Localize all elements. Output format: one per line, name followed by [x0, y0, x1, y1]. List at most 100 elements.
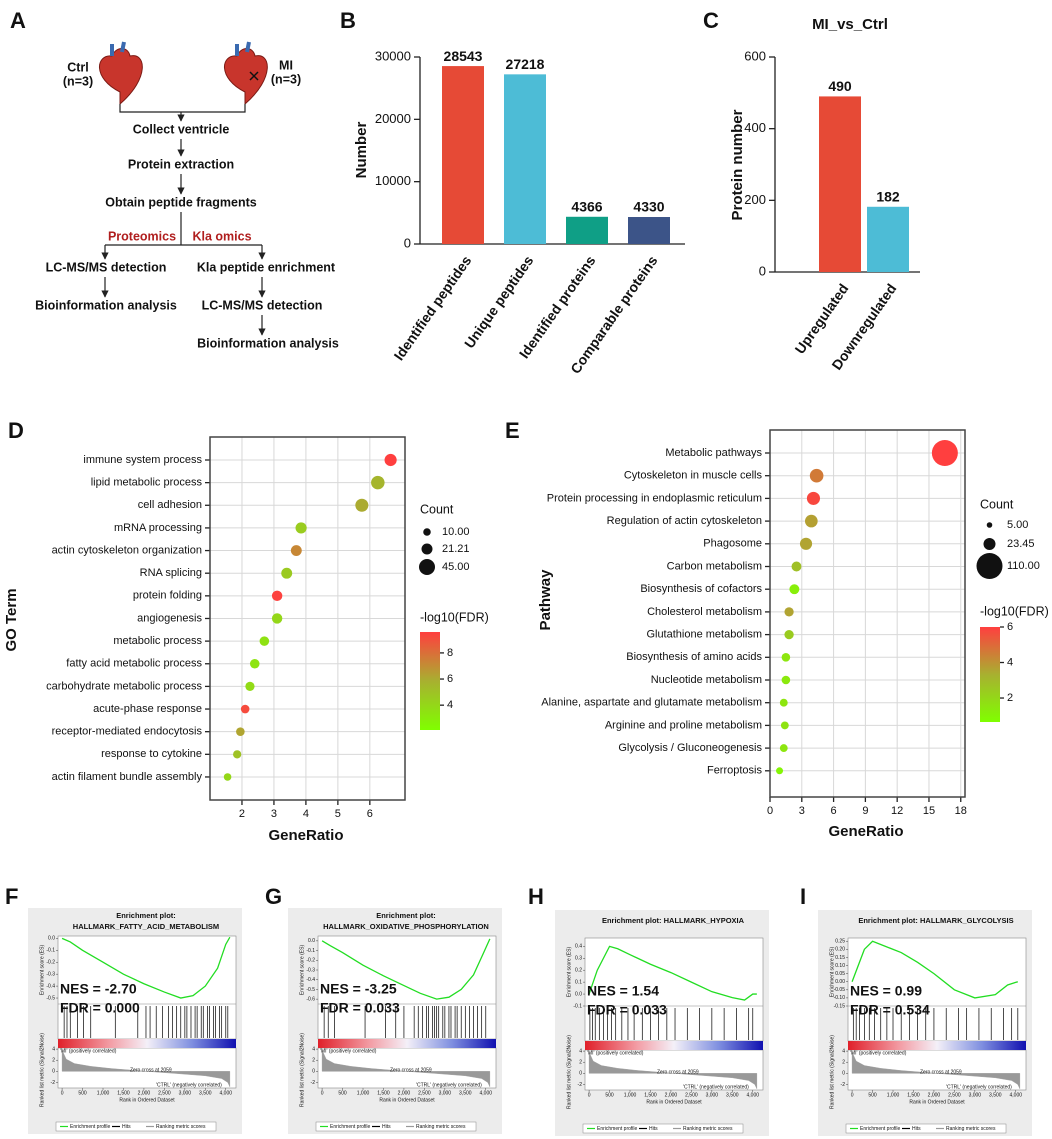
y2-axis-label: Ranked list metric (Signal2Noise)	[829, 1035, 835, 1109]
x-tick-label: 6	[367, 808, 373, 820]
x-tick-label: 0	[321, 1090, 324, 1096]
colorbar-tick-label: 6	[447, 673, 453, 685]
size-legend-title: Count	[980, 497, 1014, 511]
stat-annotation: NES = -2.70	[60, 981, 137, 997]
zero-label: Zero cross at 2059	[390, 1067, 432, 1073]
y-tick-label: Biosynthesis of cofactors	[640, 583, 762, 595]
x-tick-label: 18	[955, 805, 967, 817]
group-n: (n=3)	[63, 74, 93, 88]
step: Collect ventricle	[133, 122, 230, 136]
bubble	[223, 773, 232, 781]
y-tick-label: -0.1	[46, 948, 55, 954]
y-tick-label: -0.10	[834, 995, 846, 1001]
y-tick-label: RNA splicing	[140, 567, 202, 579]
size-legend-dot	[419, 559, 435, 575]
x-tick-label: 0	[61, 1090, 64, 1096]
step: LC-MS/MS detection	[202, 298, 323, 312]
branch-label: Proteomics	[108, 229, 176, 243]
y2-tick-label: 0	[52, 1069, 55, 1075]
y-tick-label: 20000	[375, 111, 411, 126]
y-tick-label: Arginine and proline metabolism	[605, 719, 762, 731]
bubble	[249, 658, 260, 669]
y2-tick-label: -2	[841, 1082, 846, 1088]
panel-letter: A	[10, 8, 26, 33]
plot-title: HALLMARK_OXIDATIVE_PHOSPHORYLATION	[323, 922, 489, 931]
rank-colorbar	[58, 1039, 236, 1048]
y-tick-label: response to cytokine	[101, 748, 202, 760]
y-tick-label: 0.4	[575, 944, 582, 950]
x-tick-label: 500	[868, 1092, 877, 1098]
y2-tick-label: 2	[312, 1058, 315, 1064]
x-tick-label: 4,000	[480, 1090, 493, 1096]
y2-tick-label: 0	[842, 1071, 845, 1077]
bubble	[233, 750, 242, 759]
y-tick-label: -0.2	[46, 960, 55, 966]
bubble	[805, 514, 818, 528]
group-n: (n=3)	[271, 72, 301, 86]
pos-label: 'MI' (positively correlated)	[850, 1050, 907, 1056]
x-tick-label: 2,000	[665, 1092, 678, 1098]
size-legend-title: Count	[420, 502, 454, 516]
legend-label: Hits	[649, 1126, 658, 1132]
y2-axis-label: Ranked list metric (Signal2Noise)	[299, 1033, 305, 1107]
y-tick-label: 0.1	[575, 979, 582, 985]
y-tick-label: Glycolysis / Gluconeogenesis	[618, 742, 762, 754]
chart-title: MI_vs_Ctrl	[812, 16, 888, 33]
bubble	[776, 767, 784, 775]
y-tick-label: 0.15	[835, 955, 845, 961]
bubble	[781, 653, 791, 662]
x-tick-label: 5	[335, 808, 341, 820]
y-tick-label: 0.10	[835, 963, 845, 969]
x-tick-label: 3,000	[179, 1090, 192, 1096]
data-label: 28543	[444, 48, 483, 64]
colorbar-tick-label: 6	[1007, 621, 1013, 633]
size-legend-dot	[986, 522, 993, 528]
plot-frame	[769, 429, 966, 798]
y-tick-label: Metabolic pathways	[665, 447, 762, 459]
metric-area	[321, 1050, 491, 1087]
y-tick-label: -0.6	[306, 996, 315, 1002]
panel-letter: B	[340, 8, 356, 33]
x-tick-label: 3	[799, 805, 805, 817]
y2-tick-label: 4	[52, 1046, 55, 1052]
heart-vessels	[110, 41, 126, 56]
y2-tick-label: -2	[51, 1080, 56, 1086]
x-tick-label: 0	[851, 1092, 854, 1098]
bar	[504, 74, 546, 245]
size-legend-label: 21.21	[442, 543, 470, 555]
group-label: Ctrl	[67, 60, 89, 74]
pos-label: 'MI' (positively correlated)	[320, 1048, 377, 1054]
x-tick-label: 1,500	[644, 1092, 657, 1098]
bubble	[290, 545, 302, 557]
plot-frame	[209, 436, 406, 801]
bubble	[236, 727, 245, 736]
legend-label: Ranking metric scores	[156, 1124, 206, 1130]
plot-title: Enrichment plot:	[116, 911, 176, 920]
y2-axis-label: Ranked list metric (Signal2Noise)	[39, 1033, 45, 1107]
size-legend-dot	[421, 543, 433, 555]
branch-label: Kla omics	[192, 229, 251, 243]
bubble	[271, 613, 283, 624]
x-tick-label: 500	[78, 1090, 87, 1096]
group-label: MI	[279, 58, 293, 72]
colorbar-title: -log10(FDR)	[420, 610, 489, 624]
y2-tick-label: -2	[578, 1082, 583, 1088]
y-tick-label: receptor-mediated endocytosis	[52, 726, 203, 738]
y-tick-label: Protein processing in endoplasmic reticu…	[547, 492, 762, 504]
colorbar-title: -log10(FDR)	[980, 604, 1049, 618]
x-tick-label: 4,000	[220, 1090, 233, 1096]
stat-annotation: NES = -3.25	[320, 981, 397, 997]
y2-tick-label: -2	[311, 1080, 316, 1086]
size-legend-label: 10.00	[442, 526, 470, 538]
x-tick-label: 3	[271, 808, 277, 820]
x-tick-label: 1,500	[907, 1092, 920, 1098]
metric-plot	[847, 1049, 1027, 1091]
x-tick-label: 500	[605, 1092, 614, 1098]
stat-annotation: FDR = 0.033	[587, 1002, 667, 1018]
y-tick-label: 0.3	[575, 956, 582, 962]
legend-box	[845, 1123, 1007, 1134]
size-legend-label: 110.00	[1007, 560, 1040, 572]
data-label: 27218	[506, 56, 545, 72]
es-plot	[847, 937, 1027, 1042]
legend-label: Enrichment profile	[70, 1124, 111, 1130]
